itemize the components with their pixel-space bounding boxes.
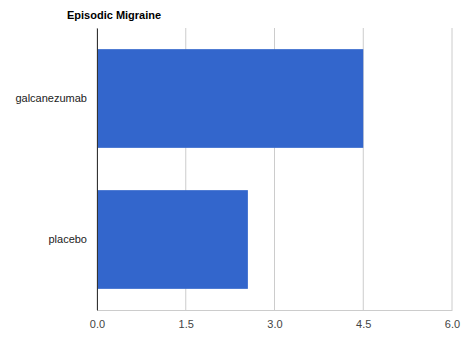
y-tick-label: placebo bbox=[48, 233, 87, 245]
x-tick-label: 0.0 bbox=[90, 318, 105, 330]
x-tick-label: 1.5 bbox=[179, 318, 194, 330]
bar bbox=[97, 190, 248, 289]
y-axis: galcanezumab placebo bbox=[15, 29, 97, 311]
chart-container: 0.0 1.5 3.0 4.5 6.0 galcanezumab placebo Episod… bbox=[0, 0, 475, 347]
x-tick-label: 3.0 bbox=[267, 318, 282, 330]
x-axis: 0.0 1.5 3.0 4.5 6.0 bbox=[90, 310, 460, 330]
y-tick: galcanezumab bbox=[15, 92, 97, 104]
x-tick: 4.5 bbox=[356, 310, 371, 330]
y-axis-line bbox=[97, 29, 98, 311]
x-axis-line bbox=[98, 310, 453, 311]
chart-svg: 0.0 1.5 3.0 4.5 6.0 galcanezumab placebo Episod… bbox=[0, 0, 475, 347]
x-tick: 0.0 bbox=[90, 310, 105, 330]
title: Episodic Migraine bbox=[67, 9, 161, 21]
x-tick: 3.0 bbox=[267, 310, 282, 330]
x-tick-label: 4.5 bbox=[356, 318, 371, 330]
grid-line bbox=[97, 28, 98, 310]
bars bbox=[97, 49, 363, 289]
x-tick: 1.5 bbox=[179, 310, 194, 330]
y-tick-label: galcanezumab bbox=[15, 92, 87, 104]
grid bbox=[97, 28, 452, 310]
bar bbox=[97, 49, 363, 148]
x-tick-label: 6.0 bbox=[445, 318, 460, 330]
grid-line bbox=[452, 28, 453, 310]
x-tick: 6.0 bbox=[445, 310, 460, 330]
plot: 0.0 1.5 3.0 4.5 6.0 galcanezumab placebo bbox=[15, 28, 460, 330]
y-tick: placebo bbox=[48, 233, 97, 245]
